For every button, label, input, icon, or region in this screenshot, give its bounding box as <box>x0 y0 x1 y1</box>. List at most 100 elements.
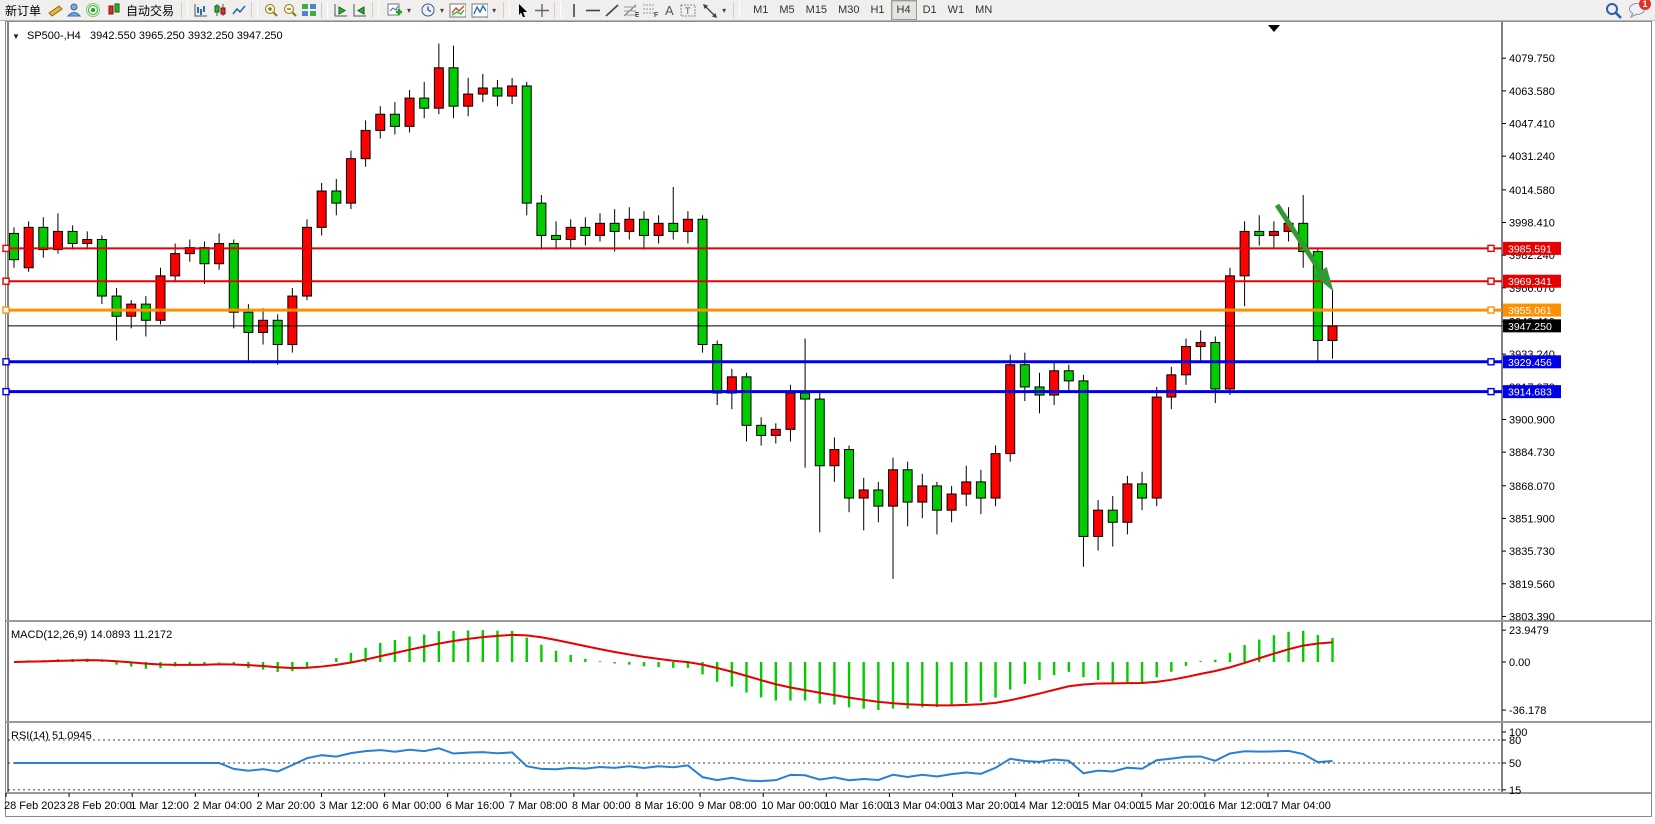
zoom-in-icon[interactable] <box>262 2 279 18</box>
svg-text:1 Mar 12:00: 1 Mar 12:00 <box>130 800 189 812</box>
svg-text:3998.410: 3998.410 <box>1509 218 1555 230</box>
dropdown-caret: ▾ <box>492 5 497 15</box>
timeframe-h4[interactable]: H4 <box>890 0 917 20</box>
period-button[interactable]: ▾ <box>416 1 447 19</box>
line-handle[interactable] <box>2 244 10 253</box>
dropdown-caret: ▾ <box>440 5 445 15</box>
svg-text:100: 100 <box>1509 727 1527 739</box>
timeframe-m15[interactable]: M15 <box>805 4 828 16</box>
chart-shift-marker[interactable] <box>1268 25 1280 32</box>
chart-shift-icon[interactable] <box>351 2 368 18</box>
line-handle[interactable] <box>1487 387 1495 396</box>
clock-icon <box>419 2 436 18</box>
timeframe-h1[interactable]: H1 <box>870 4 885 16</box>
candlestick-chart-icon[interactable] <box>211 2 228 18</box>
svg-text:3900.900: 3900.900 <box>1509 414 1555 426</box>
chart-title: ▼ SP500-,H4 3942.550 3965.250 3932.250 3… <box>12 30 283 42</box>
zoom-out-icon[interactable] <box>281 2 298 18</box>
svg-text:4047.410: 4047.410 <box>1509 119 1555 131</box>
timeframe-mn[interactable]: MN <box>975 4 993 16</box>
dropdown-caret: ▾ <box>407 5 412 15</box>
chat-icon[interactable]: 1 <box>1628 0 1651 18</box>
svg-text:13 Mar 20:00: 13 Mar 20:00 <box>951 800 1016 812</box>
main-toolbar: 新订单 自动交易 <box>0 0 1655 21</box>
svg-text:17 Mar 04:00: 17 Mar 04:00 <box>1266 800 1331 812</box>
time-axis: 28 Feb 2023 28 Feb 20:001 Mar 12:00 2 Mar … <box>4 793 1331 812</box>
horizontal-lines[interactable] <box>2 244 1502 396</box>
line-chart-icon[interactable] <box>230 2 247 18</box>
timeframe-m30[interactable]: M30 <box>838 4 860 16</box>
svg-text:13 Mar 04:00: 13 Mar 04:00 <box>887 800 952 812</box>
candlestick-series <box>9 43 1338 579</box>
macd-axis: 23.9479 0.00 -36.178 <box>1502 625 1549 717</box>
price-tag: 3985.591 <box>1503 241 1561 255</box>
svg-text:50: 50 <box>1509 758 1521 770</box>
timeframe-w1[interactable]: W1 <box>947 4 965 16</box>
line-handle[interactable] <box>1487 277 1495 285</box>
line-handle[interactable] <box>2 387 10 396</box>
line-handle[interactable] <box>2 306 10 314</box>
trendline-icon[interactable] <box>603 2 620 18</box>
toolbar-separator <box>554 2 562 18</box>
timeframe-d1[interactable]: D1 <box>922 4 937 16</box>
svg-text:6 Mar 00:00: 6 Mar 00:00 <box>383 800 442 812</box>
svg-text:3835.730: 3835.730 <box>1509 546 1555 558</box>
ticket-icon[interactable] <box>46 2 63 18</box>
indicators-button[interactable]: ▾ <box>468 1 499 19</box>
line-handle[interactable] <box>1487 244 1495 253</box>
svg-text:T: T <box>685 6 691 16</box>
user-icon[interactable] <box>65 2 82 18</box>
svg-text:7 Mar 08:00: 7 Mar 08:00 <box>509 800 568 812</box>
line-handle[interactable] <box>1487 358 1495 366</box>
annotation-arrow[interactable] <box>1274 203 1334 292</box>
tile-windows-icon[interactable] <box>300 2 317 18</box>
price-tag: 3929.456 <box>1503 355 1561 369</box>
price-tag: 3969.341 <box>1503 274 1561 288</box>
autotrade-button[interactable]: 自动交易 <box>103 1 177 19</box>
svg-text:28 Feb 2023: 28 Feb 2023 <box>4 800 66 812</box>
svg-text:3884.730: 3884.730 <box>1509 447 1555 459</box>
svg-text:3969.341: 3969.341 <box>1508 276 1552 288</box>
svg-text:9 Mar 08:00: 9 Mar 08:00 <box>698 800 757 812</box>
vertical-line-icon[interactable] <box>565 2 582 18</box>
price-tag: 3914.683 <box>1503 385 1561 399</box>
profiles-icon[interactable] <box>449 2 467 18</box>
auto-scroll-icon[interactable] <box>332 2 349 18</box>
svg-text:4014.580: 4014.580 <box>1509 185 1555 197</box>
horizontal-line-icon[interactable] <box>584 2 601 18</box>
new-order-button[interactable]: 新订单 <box>2 1 44 19</box>
text-label-icon[interactable]: T <box>679 2 696 18</box>
toolbar-separator <box>181 2 189 18</box>
fibo-fan-icon[interactable]: F <box>641 2 658 18</box>
svg-text:8 Mar 16:00: 8 Mar 16:00 <box>635 800 694 812</box>
cursor-icon[interactable] <box>514 2 531 18</box>
one-click-toggle-icon[interactable]: ▼ <box>12 32 20 41</box>
new-chart-button[interactable]: ▾ <box>383 1 414 19</box>
line-handle[interactable] <box>1487 306 1495 314</box>
timeframe-m5[interactable]: M5 <box>779 4 795 16</box>
notification-badge: 1 <box>1639 0 1651 10</box>
fibo-retracement-icon[interactable]: E <box>622 2 639 18</box>
svg-text:15 Mar 20:00: 15 Mar 20:00 <box>1140 800 1205 812</box>
svg-text:10 Mar 00:00: 10 Mar 00:00 <box>761 800 826 812</box>
search-icon[interactable] <box>1605 2 1622 19</box>
svg-text:3955.061: 3955.061 <box>1508 305 1552 317</box>
arrows-icon <box>701 2 718 18</box>
line-handle[interactable] <box>2 277 10 285</box>
line-handle[interactable] <box>2 358 10 366</box>
rsi-line <box>14 747 1333 783</box>
svg-text:14 Mar 12:00: 14 Mar 12:00 <box>1014 800 1079 812</box>
crosshair-icon[interactable] <box>533 2 550 18</box>
svg-text:3982.240: 3982.240 <box>1509 250 1555 262</box>
toolbar-separator <box>321 2 329 18</box>
svg-text:15: 15 <box>1509 785 1521 797</box>
shapes-button[interactable]: ▾ <box>698 1 729 19</box>
timeframe-m1[interactable]: M1 <box>753 4 769 16</box>
svg-text:10 Mar 16:00: 10 Mar 16:00 <box>824 800 889 812</box>
text-icon[interactable]: A <box>660 2 677 18</box>
svg-text:28 Feb 20:00: 28 Feb 20:00 <box>67 800 132 812</box>
bar-chart-icon[interactable] <box>192 2 209 18</box>
signal-icon[interactable] <box>84 2 101 18</box>
svg-text:23.9479: 23.9479 <box>1509 625 1549 637</box>
svg-text:3 Mar 12:00: 3 Mar 12:00 <box>320 800 379 812</box>
